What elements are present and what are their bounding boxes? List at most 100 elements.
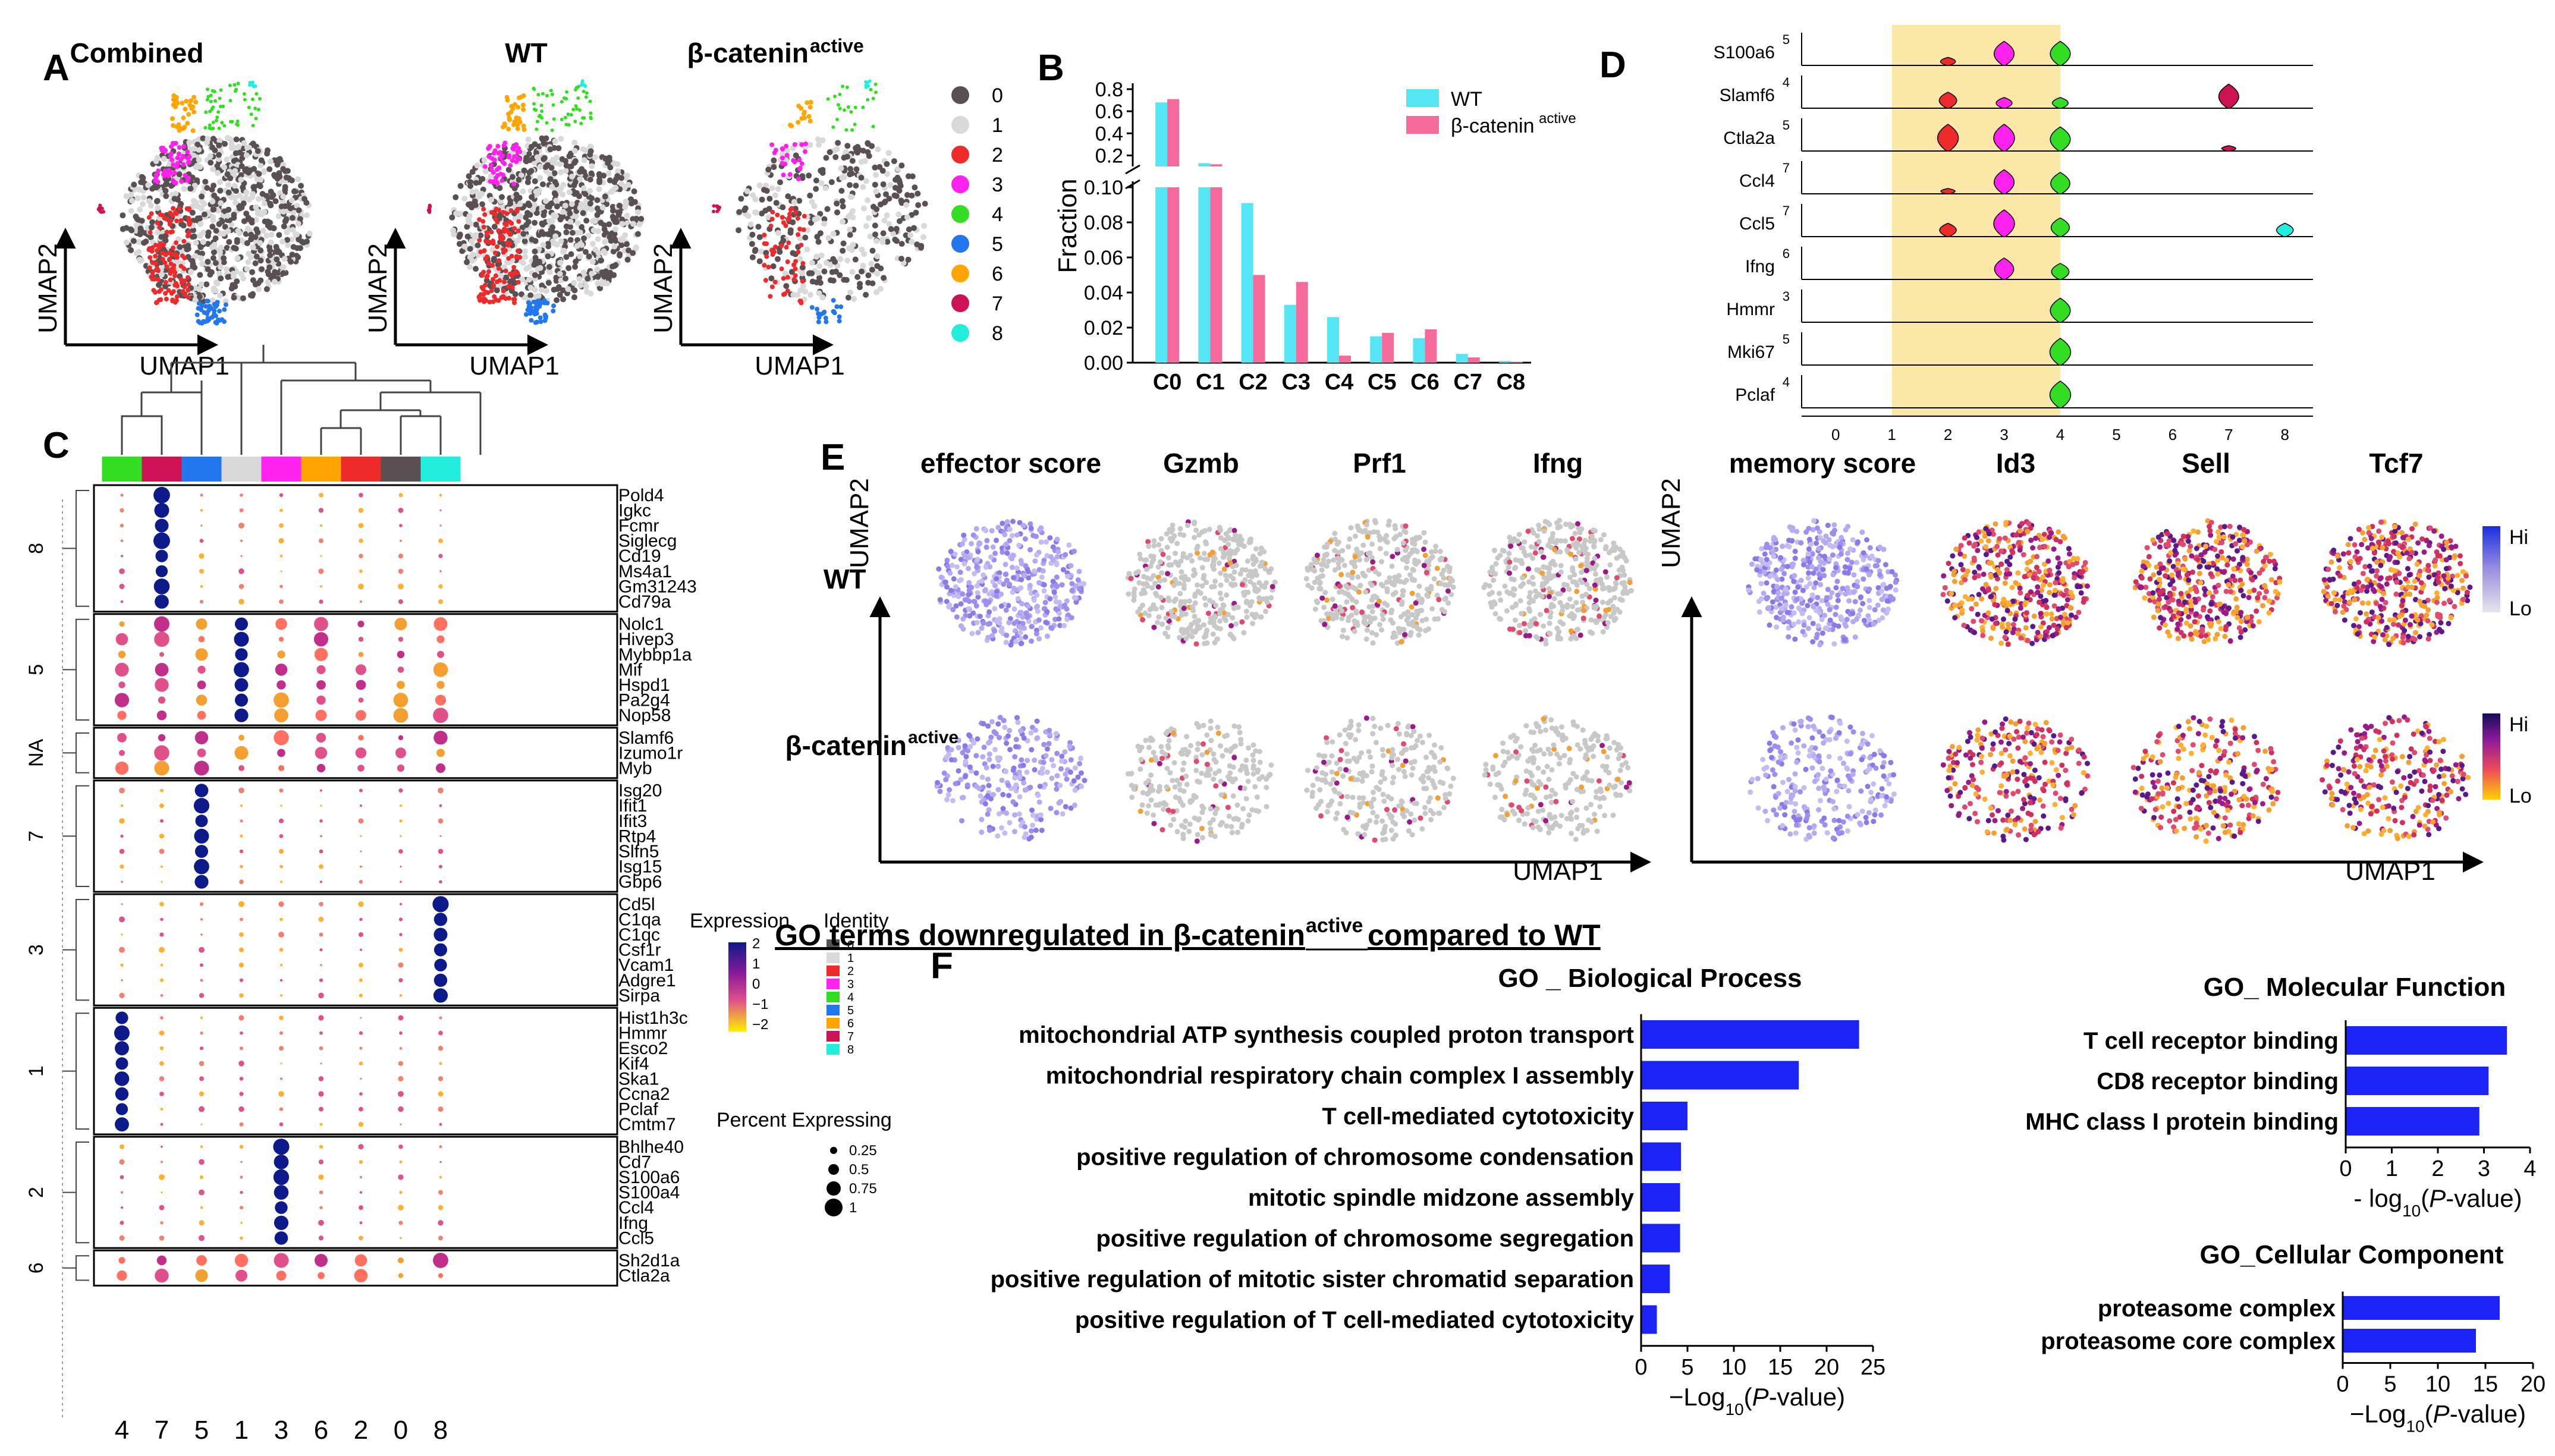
umap-point: [225, 181, 232, 188]
umap-point: [289, 251, 296, 258]
feature-point: [1379, 559, 1384, 565]
umap-point: [802, 234, 809, 241]
feature-point: [1215, 636, 1220, 642]
umap-point: [231, 294, 237, 301]
umap-point: [580, 269, 587, 276]
dot-Cmtm7-c8: [439, 1122, 442, 1126]
umap-point: [174, 211, 179, 216]
b-bar-C0-0-lower: [1155, 187, 1168, 363]
umap-point: [167, 250, 172, 256]
umap-point: [516, 177, 522, 183]
feature-point: [1400, 540, 1406, 546]
umap-point: [888, 226, 894, 232]
dot-Rtp4-c6: [319, 835, 323, 838]
umap-point: [512, 300, 517, 306]
feature-point: [994, 618, 1000, 624]
dot-Hivep3-c6: [313, 632, 329, 647]
feature-point: [1038, 625, 1044, 631]
feature-point: [1027, 583, 1033, 589]
umap-point: [773, 244, 778, 250]
dot-Hmmr-c3: [279, 1031, 283, 1035]
umap-point: [205, 136, 211, 142]
umap-point: [216, 142, 222, 149]
feature-point: [1388, 617, 1394, 623]
umap-point: [523, 266, 530, 272]
dot-Ccl4-c2: [359, 1205, 363, 1210]
umap-point: [256, 171, 262, 177]
dot-Pclaf-c2: [359, 1106, 363, 1112]
umap-point: [532, 107, 536, 111]
dot-Ska1-c2: [360, 1077, 362, 1080]
dot-Ska1-c6: [318, 1076, 324, 1081]
umap-point: [845, 85, 849, 89]
feature-point: [1151, 624, 1157, 630]
umap-point: [215, 300, 220, 305]
umap-point: [596, 186, 602, 193]
umap-point: [535, 120, 539, 124]
umap-point: [601, 273, 608, 280]
umap-point: [479, 191, 485, 197]
feature-point: [1211, 561, 1217, 567]
dot-Pold4-c8: [439, 493, 442, 497]
feature-point: [1383, 538, 1389, 544]
feature-point: [1004, 551, 1010, 556]
dot-Ifng-c3: [274, 1215, 289, 1230]
umap-point: [555, 284, 562, 290]
umap-point: [531, 309, 536, 314]
feature-point: [1224, 592, 1230, 598]
umap-point: [492, 158, 497, 163]
feature-point: [1050, 544, 1056, 550]
umap-point: [606, 221, 612, 228]
umap-point: [235, 120, 240, 123]
umap-point: [568, 201, 575, 207]
violin-max-Ctla2a: 5: [1783, 118, 1790, 133]
b-bar-C0-0-upper: [1155, 102, 1168, 166]
umap-point: [469, 238, 475, 244]
umap-point: [295, 221, 301, 227]
feature-point: [1217, 590, 1223, 596]
dot-Ms4a1-c3: [280, 570, 282, 573]
dot-Hivep3-c0: [398, 637, 404, 642]
dot-Csf1r-c4: [119, 946, 125, 953]
dot-Rtp4-c2: [360, 835, 362, 838]
dot-Pa2g4-c3: [274, 692, 289, 708]
feature-point: [1369, 541, 1375, 547]
panel-e-letter: E: [821, 437, 845, 478]
expression-tick: 1: [752, 956, 760, 972]
feature-point: [1031, 598, 1037, 603]
umap-point: [187, 185, 194, 192]
feature-point: [1025, 603, 1031, 609]
umap-point: [196, 306, 201, 311]
umap-point: [845, 294, 851, 301]
feature-point: [994, 576, 1000, 581]
feature-point: [992, 583, 998, 589]
dot-Nop58-c1: [234, 708, 249, 722]
umap-point: [512, 291, 518, 297]
dot-Csf1r-c2: [360, 948, 362, 951]
dot-Gm31243-c3: [279, 584, 283, 589]
feature-point: [1258, 614, 1264, 620]
umap-point: [860, 184, 866, 190]
umap-point: [205, 98, 209, 102]
umap-point: [847, 171, 853, 178]
umap-point: [534, 154, 540, 161]
umap-point: [847, 289, 854, 295]
feature-point: [1076, 568, 1082, 574]
umap-point: [823, 315, 828, 320]
feature-point: [1020, 523, 1026, 529]
umap-point: [815, 307, 820, 312]
umap-point: [796, 120, 801, 125]
umap-point: [764, 254, 769, 259]
umap-point: [162, 283, 169, 290]
umap-point: [214, 163, 221, 169]
umap-point: [554, 203, 560, 210]
feature-point: [1232, 550, 1238, 556]
umap-point: [204, 185, 210, 191]
dot-Sirpa-c2: [359, 993, 363, 998]
umap-point: [248, 81, 252, 84]
umap-point: [906, 226, 912, 232]
dot-Hist1h3c-c4: [115, 1011, 128, 1024]
umap-point: [874, 253, 881, 260]
feature-point: [1142, 610, 1148, 616]
